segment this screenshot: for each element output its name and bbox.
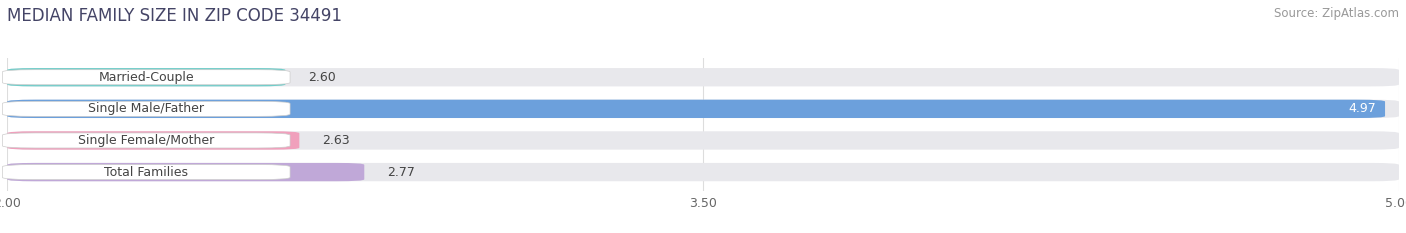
Text: Single Female/Mother: Single Female/Mother <box>79 134 214 147</box>
FancyBboxPatch shape <box>3 164 290 180</box>
FancyBboxPatch shape <box>7 68 285 86</box>
FancyBboxPatch shape <box>3 70 290 85</box>
Text: 2.63: 2.63 <box>322 134 350 147</box>
FancyBboxPatch shape <box>7 68 1399 86</box>
FancyBboxPatch shape <box>7 163 1399 181</box>
FancyBboxPatch shape <box>3 133 290 148</box>
Text: 2.77: 2.77 <box>388 166 415 178</box>
FancyBboxPatch shape <box>7 100 1399 118</box>
FancyBboxPatch shape <box>7 131 299 150</box>
Text: 4.97: 4.97 <box>1348 102 1375 115</box>
Text: 2.60: 2.60 <box>308 71 336 84</box>
FancyBboxPatch shape <box>3 101 290 116</box>
Text: Total Families: Total Families <box>104 166 188 178</box>
Text: MEDIAN FAMILY SIZE IN ZIP CODE 34491: MEDIAN FAMILY SIZE IN ZIP CODE 34491 <box>7 7 342 25</box>
Text: Source: ZipAtlas.com: Source: ZipAtlas.com <box>1274 7 1399 20</box>
FancyBboxPatch shape <box>7 163 364 181</box>
Text: Single Male/Father: Single Male/Father <box>89 102 204 115</box>
FancyBboxPatch shape <box>7 100 1385 118</box>
FancyBboxPatch shape <box>7 131 1399 150</box>
Text: Married-Couple: Married-Couple <box>98 71 194 84</box>
